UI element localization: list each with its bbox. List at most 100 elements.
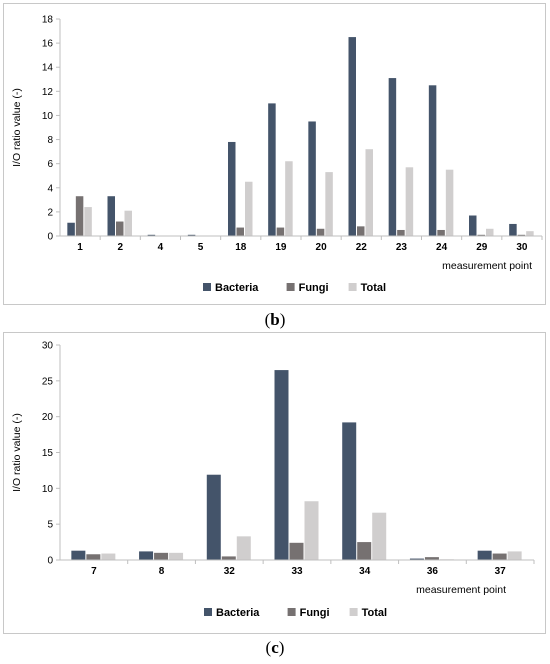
x-tick-label: 23 [396,242,408,253]
legend-label-fungi: Fungi [299,282,329,294]
x-tick-label: 29 [476,242,488,253]
x-tick-label: 30 [516,242,528,253]
x-tick-label: 24 [436,242,448,253]
y-tick-label: 0 [47,232,53,243]
legend-swatch-total [348,283,357,291]
bar-fungi-24 [437,229,445,236]
bar-total-1 [84,207,92,236]
x-tick-label: 1 [77,242,83,253]
bar-fungi-23 [397,229,405,236]
chart-panel-b: 0 2 4 6 8 10 12 14 16 18 I/O ratio value (-) 1 2 4 5 18… [3,3,546,305]
bar-total-34 [372,512,387,560]
category-group-1 [67,196,92,236]
caption-b-letter: b [270,310,280,329]
x-tick-label: 18 [235,242,247,253]
x-tick-label: 8 [159,566,165,577]
category-group-34 [342,422,387,560]
category-group-29 [469,215,494,236]
bar-fungi-1 [75,196,84,236]
bar-fungi-34 [357,542,372,560]
x-tick-label: 4 [158,242,164,253]
y-tick-label: 20 [42,412,54,423]
bar-bacteria-24 [428,85,437,236]
category-group-20 [308,121,333,236]
y-tick-label: 8 [47,135,53,146]
y-tick-label: 18 [42,15,54,26]
y-axis-label: I/O ratio value (-) [11,88,23,167]
bar-bacteria-5 [187,234,196,236]
bar-total-22 [365,149,373,236]
bar-fungi-18 [236,227,244,236]
bar-total-20 [325,172,333,236]
bar-bacteria-20 [308,121,316,236]
y-tick-label: 10 [42,484,54,495]
x-tick-label: 37 [495,566,507,577]
bar-bacteria-32 [206,474,221,560]
bar-bacteria-1 [67,222,75,236]
bar-total-2 [124,210,132,236]
bar-bacteria-37 [477,550,492,560]
category-group-2 [107,196,132,236]
bar-bacteria-33 [274,370,289,560]
x-axis-label: measurement point [442,260,532,272]
x-tick-label: 2 [117,242,123,253]
legend: Bacteria Fungi Total [203,282,386,294]
category-group-8 [139,551,184,560]
category-group-23 [388,78,414,236]
bar-total-37 [507,551,522,560]
bar-bacteria-22 [348,37,356,237]
legend-label-fungi: Fungi [300,607,330,619]
y-tick-label: 5 [47,520,53,531]
caption-b-close: ) [279,310,286,329]
bar-total-23 [405,167,414,236]
y-tick-label: 30 [42,341,54,352]
bar-total-8 [169,552,184,560]
x-tick-label: 7 [91,566,97,577]
caption-b: (b) [0,310,550,330]
category-group-7 [71,550,116,560]
bar-fungi-37 [492,553,507,560]
bar-bacteria-34 [342,422,357,560]
bar-fungi-22 [357,226,365,236]
bar-bacteria-30 [509,223,517,236]
x-tick-label: 20 [316,242,328,253]
y-tick-label: 15 [42,448,54,459]
bar-fungi-33 [289,542,304,560]
bar-total-32 [236,536,251,560]
bar-bacteria-19 [268,103,276,236]
legend-label-bacteria: Bacteria [216,607,260,619]
bar-chart-c: 0 5 10 15 20 25 30 I/O ratio value (-) 7 8 32 33 34 3… [11,341,535,619]
bar-bacteria-29 [469,215,477,236]
x-tick-label: 33 [291,566,303,577]
y-tick-label: 25 [42,376,54,387]
chart-panel-c: 0 5 10 15 20 25 30 I/O ratio value (-) 7 8 32 33 34 3… [3,332,546,634]
bar-bacteria-7 [71,550,86,560]
y-tick-label: 10 [42,111,54,122]
bar-bacteria-23 [388,78,397,236]
bar-fungi-7 [86,554,101,560]
caption-c-letter: c [271,638,279,657]
category-group-32 [206,474,251,560]
bar-total-33 [304,501,319,560]
caption-c: (c) [0,638,550,658]
y-tick-label: 0 [47,556,53,567]
legend-swatch-fungi [287,608,296,616]
bar-total-24 [445,169,454,236]
bar-fungi-36 [424,557,439,560]
bar-bacteria-8 [139,551,154,560]
caption-c-close: ) [278,638,285,657]
bar-fungi-29 [477,234,485,236]
bar-total-19 [285,161,293,236]
category-group-19 [268,103,293,236]
category-group-37 [477,550,522,560]
legend-swatch-fungi [286,283,295,291]
category-group-5 [187,234,196,236]
y-axis-label: I/O ratio value (-) [11,413,23,492]
x-tick-label: 36 [427,566,439,577]
bar-bacteria-4 [147,234,156,236]
legend-swatch-total [349,608,358,616]
category-group-33 [274,370,319,560]
bar-fungi-8 [154,552,169,560]
category-group-22 [348,37,373,237]
